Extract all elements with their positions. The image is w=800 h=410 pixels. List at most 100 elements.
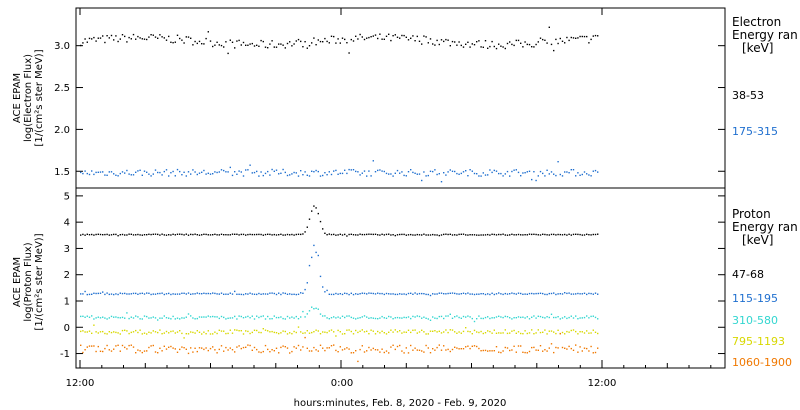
data-point-310-580 [91,315,93,317]
data-point-115-195 [258,292,260,295]
data-point-47-68 [267,233,269,235]
data-point-310-580 [95,317,97,319]
data-point-175-315 [385,172,388,175]
data-point-1060-1900 [579,346,581,348]
data-point-175-315 [172,170,174,173]
data-point-115-195 [550,292,553,295]
data-point-38-53 [256,44,258,46]
data-point-310-580 [86,315,88,317]
data-point-175-315 [260,171,262,173]
data-point-38-53 [139,37,141,39]
data-point-38-53 [458,41,460,43]
data-point-795-1193 [284,330,286,333]
data-point-38-53 [271,40,273,42]
data-point-38-53 [302,46,304,48]
data-point-1060-1900 [330,345,333,347]
data-point-795-1193 [201,333,203,335]
data-point-47-68 [451,234,454,236]
data-point-38-53 [242,41,245,44]
data-point-175-315 [271,168,273,171]
data-point-115-195 [535,292,537,295]
data-point-38-53 [506,42,509,45]
data-point-795-1193 [597,332,599,335]
data-point-47-68 [383,234,385,236]
data-point-795-1193 [506,332,509,335]
data-point-47-68 [339,233,341,235]
data-point-795-1193 [269,331,271,333]
data-point-38-53 [476,41,478,43]
x-tick-label-0000: 0:00 [331,378,353,389]
electron-legend-unit: [keV] [742,41,773,55]
data-point-795-1193 [465,327,467,329]
data-point-795-1193 [207,330,209,332]
data-point-1060-1900 [544,349,546,351]
data-point-1060-1900 [423,351,425,353]
data-point-310-580 [269,318,271,320]
data-point-115-195 [80,293,82,295]
data-point-47-68 [300,233,302,236]
data-point-175-315 [99,171,102,173]
data-point-795-1193 [159,329,161,331]
data-point-175-315 [429,170,432,172]
data-point-795-1193 [238,330,240,332]
data-point-1060-1900 [458,348,460,350]
data-point-795-1193 [335,335,337,337]
data-point-115-195 [366,293,368,295]
data-point-115-195 [201,293,203,295]
data-point-310-580 [348,315,350,317]
data-point-47-68 [159,234,161,236]
data-point-47-68 [247,233,249,236]
data-point-795-1193 [495,332,498,334]
data-point-175-315 [143,170,146,172]
data-point-1060-1900 [454,346,456,348]
data-point-115-195 [478,293,480,295]
data-point-1060-1900 [341,349,344,351]
data-point-115-195 [544,293,546,296]
data-point-115-195 [190,293,192,295]
svg-text:[1/(cm²s ster MeV)]: [1/(cm²s ster MeV)] [34,49,45,146]
data-point-115-195 [249,292,251,294]
data-point-115-195 [196,292,198,294]
data-point-115-195 [216,293,218,295]
data-point-115-195 [148,292,150,294]
data-point-795-1193 [394,329,396,331]
data-point-115-195 [256,293,258,296]
data-point-795-1193 [553,331,555,333]
data-point-47-68 [363,233,366,236]
data-point-38-53 [300,40,302,43]
data-point-175-315 [124,172,126,174]
data-point-47-68 [465,234,467,236]
data-point-1060-1900 [278,352,280,354]
data-point-795-1193 [590,332,592,334]
data-point-38-53 [183,42,185,44]
data-point-115-195 [429,294,432,297]
data-point-115-195 [476,293,478,295]
data-point-795-1193 [579,331,581,333]
data-point-115-195 [480,293,482,295]
data-point-47-68 [381,233,383,235]
data-point-175-315 [581,173,583,176]
data-point-47-68 [80,234,82,236]
data-point-1060-1900 [506,347,509,349]
data-point-115-195 [410,292,412,294]
data-point-175-315 [333,170,335,172]
data-point-1060-1900 [143,350,146,352]
data-point-47-68 [282,234,284,236]
data-point-38-53 [170,41,172,43]
data-point-795-1193 [377,330,379,333]
data-point-310-580 [405,316,407,319]
data-point-310-580 [102,316,104,318]
data-point-175-315 [533,171,535,173]
data-point-175-315 [421,179,423,182]
data-point-1060-1900 [421,350,423,352]
data-point-1060-1900 [473,345,476,347]
data-point-38-53 [418,40,421,42]
data-point-115-195 [269,292,271,294]
data-point-47-68 [141,234,143,236]
data-point-1060-1900 [370,349,372,351]
data-point-795-1193 [344,333,346,335]
data-point-310-580 [425,317,427,319]
data-point-310-580 [198,316,201,318]
data-point-310-580 [311,306,313,308]
data-point-47-68 [117,235,119,237]
